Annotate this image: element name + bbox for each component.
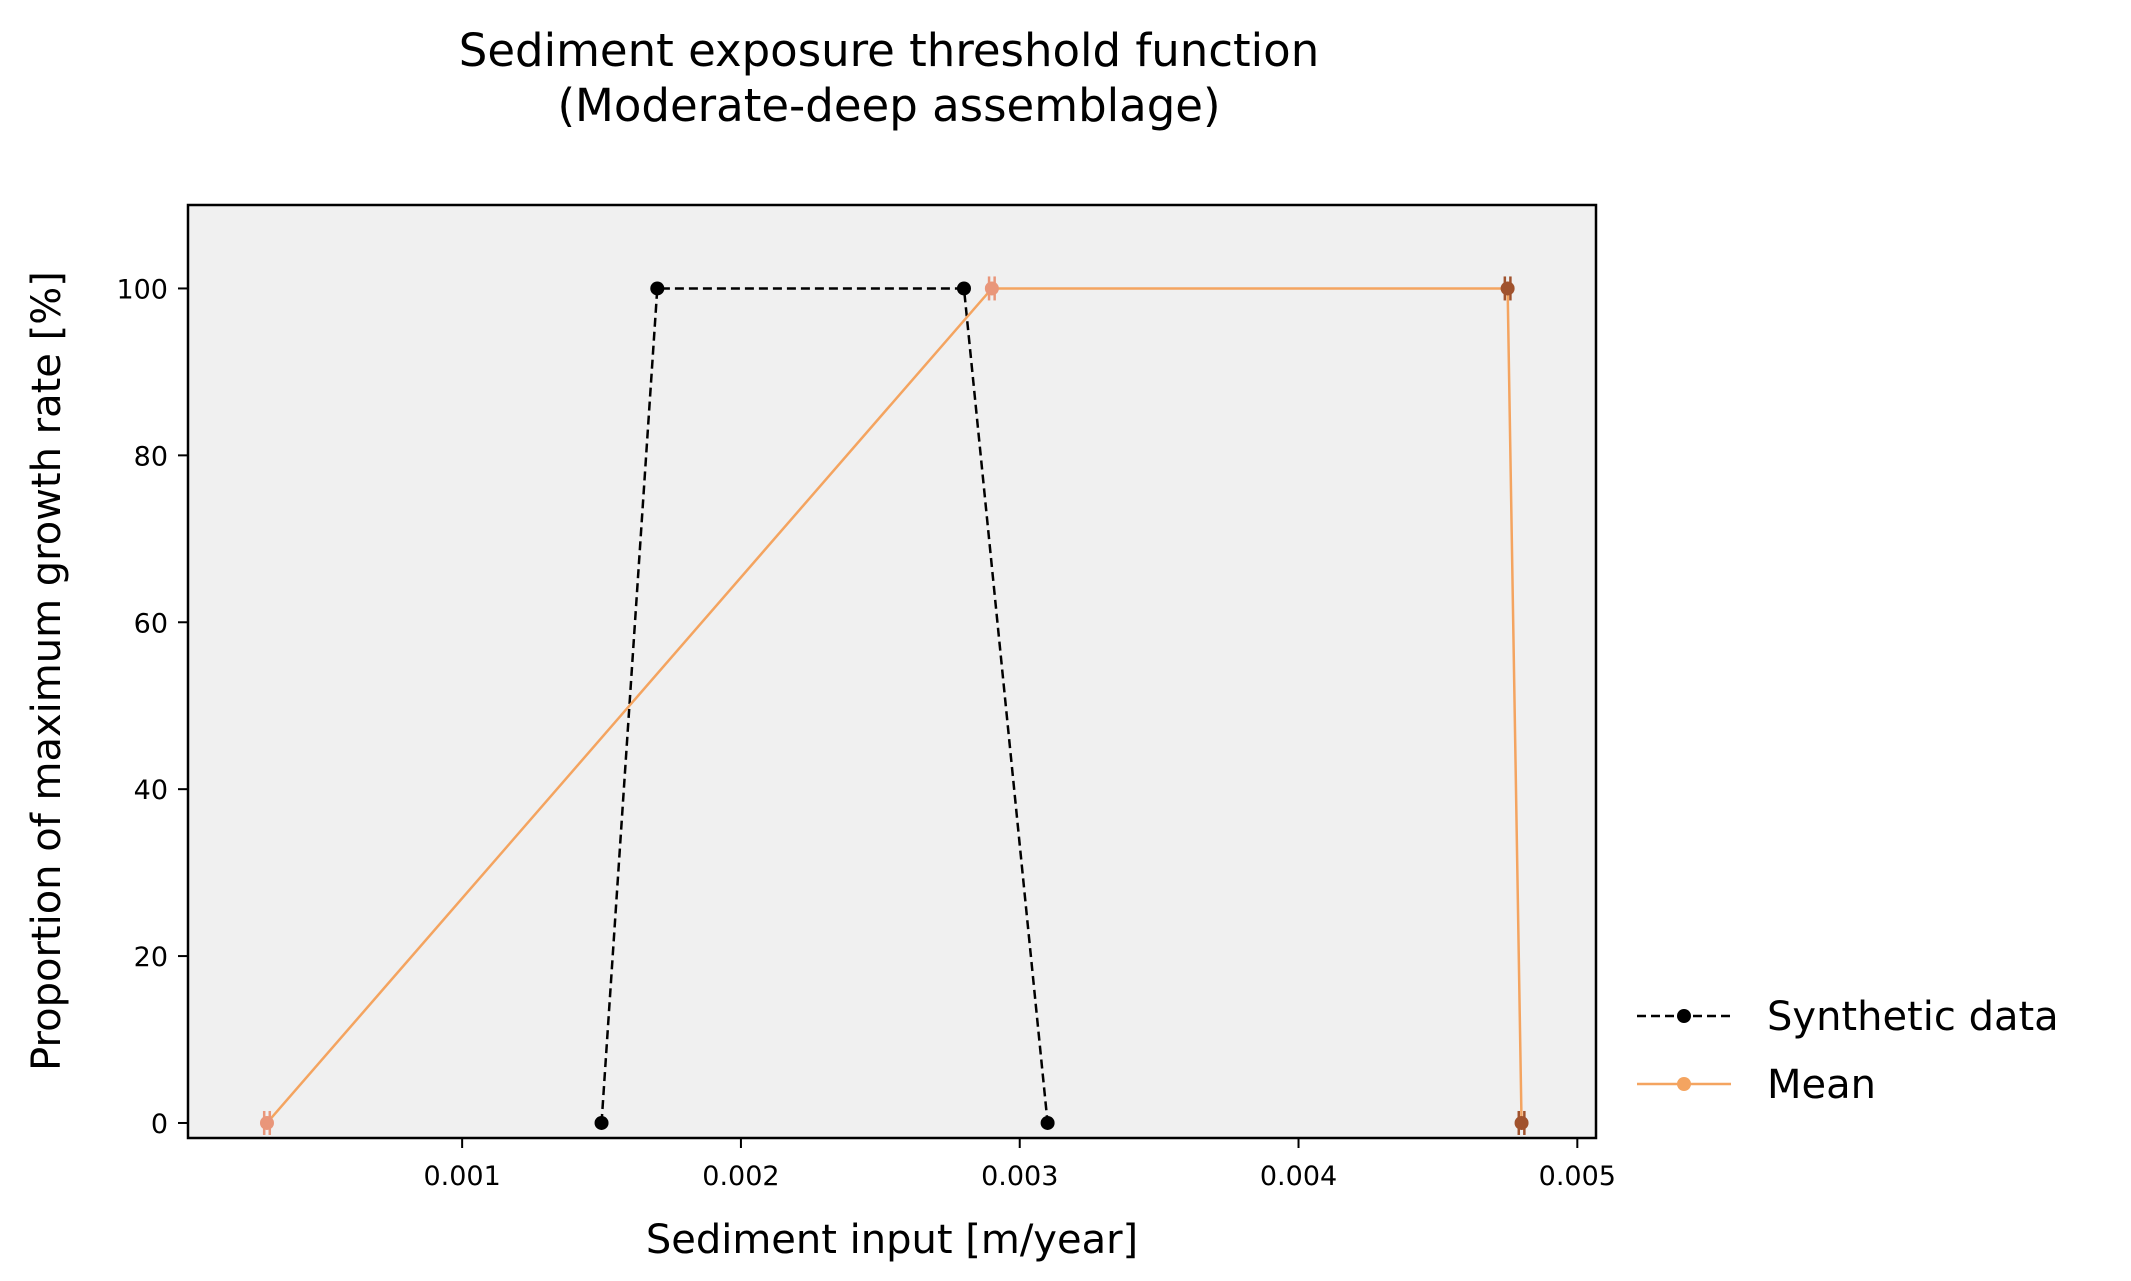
chart-subtitle: (Moderate-deep assemblage): [557, 79, 1220, 132]
data-point-synthetic-data: [650, 281, 665, 296]
data-point-mean: [1500, 281, 1515, 296]
x-axis-ticks: 0.001 0.002 0.003 0.004 0.005: [423, 1138, 1616, 1192]
legend: Synthetic data Mean: [1637, 994, 2059, 1108]
legend-item-synthetic: Synthetic data: [1637, 994, 2059, 1040]
legend-marker-mean: [1677, 1077, 1691, 1091]
x-tick-label: 0.001: [423, 1161, 500, 1192]
chart-title: Sediment exposure threshold function: [459, 24, 1319, 77]
x-tick-label: 0.004: [1260, 1161, 1337, 1192]
data-point-synthetic-data: [956, 281, 971, 296]
data-point-mean: [1514, 1115, 1529, 1130]
series-layer: [259, 276, 1529, 1135]
y-axis-ticks: 0 20 40 60 80 100: [116, 274, 188, 1140]
y-tick-label: 20: [134, 942, 168, 973]
y-axis-label: Proportion of maximum growth rate [%]: [24, 271, 70, 1071]
series-line-synthetic-data: [600, 287, 1049, 1124]
series-line-mean: [266, 287, 1523, 1124]
legend-label-mean: Mean: [1767, 1062, 1876, 1108]
legend-label-synthetic: Synthetic data: [1767, 994, 2059, 1040]
y-tick-label: 0: [151, 1109, 168, 1140]
data-point-mean: [984, 281, 999, 296]
data-point-synthetic-data: [594, 1115, 609, 1130]
x-axis-label: Sediment input [m/year]: [646, 1217, 1138, 1263]
legend-item-mean: Mean: [1637, 1062, 1876, 1108]
legend-marker-synthetic: [1677, 1009, 1691, 1023]
y-tick-label: 80: [134, 441, 168, 472]
y-tick-label: 40: [134, 775, 168, 806]
x-tick-label: 0.005: [1539, 1161, 1616, 1192]
x-tick-label: 0.003: [981, 1161, 1058, 1192]
plot-frame: [186, 203, 1598, 1140]
data-point-synthetic-data: [1040, 1115, 1055, 1130]
x-tick-label: 0.002: [702, 1161, 779, 1192]
y-tick-label: 100: [116, 274, 168, 305]
data-point-mean: [259, 1115, 274, 1130]
plot-area: [188, 205, 1596, 1138]
y-tick-label: 60: [134, 608, 168, 639]
